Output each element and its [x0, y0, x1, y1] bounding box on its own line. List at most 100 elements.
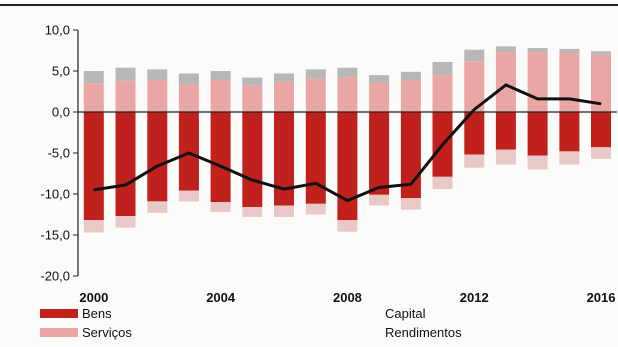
bar-serviços-2010: [400, 80, 421, 112]
balance-point-2006: [283, 188, 285, 190]
bar-bens-2013: [495, 112, 516, 150]
bar-capital-2010: [400, 71, 421, 80]
bar-serviços-2002: [147, 80, 168, 112]
x-tick-label: 2008: [333, 290, 362, 305]
bar-bens-2006: [274, 112, 294, 206]
bar-capital-2003: [178, 73, 199, 85]
bar-capital-2012: [464, 49, 485, 62]
bar-rendimentos-2004: [210, 202, 231, 212]
balance-point-2014: [537, 98, 539, 100]
bar-bens-2002: [147, 112, 168, 202]
y-tick-label: 0,0: [52, 105, 70, 120]
bars-layer: [83, 46, 611, 233]
bar-capital-2014: [527, 48, 548, 53]
balance-point-2008: [346, 200, 348, 202]
balance-point-2012: [473, 108, 475, 111]
bar-capital-2008: [337, 67, 358, 78]
bar-rendimentos-2005: [242, 207, 263, 217]
bar-bens-2014: [527, 112, 548, 156]
legend-label-rendimentos: Rendimentos: [385, 325, 462, 340]
bar-rendimentos-2010: [400, 198, 421, 210]
balance-line-layer: [93, 83, 602, 203]
y-tick-label: 5,0: [52, 64, 70, 79]
bar-capital-2001: [115, 67, 136, 81]
bar-bens-2007: [305, 112, 326, 204]
bar-rendimentos-2001: [115, 216, 136, 228]
bar-rendimentos-2002: [147, 201, 168, 213]
bar-serviços-2007: [305, 78, 326, 112]
bar-bens-2005: [242, 112, 263, 208]
bar-capital-2015: [559, 48, 580, 53]
balance-point-2001: [124, 184, 127, 186]
bar-bens-2000: [83, 112, 104, 221]
y-tick-label: -5,0: [48, 146, 70, 161]
balance-point-2000: [93, 189, 95, 191]
bar-rendimentos-2007: [305, 203, 326, 215]
bar-capital-2016: [591, 51, 611, 55]
bar-bens-2016: [591, 112, 611, 148]
bar-rendimentos-2009: [369, 194, 390, 206]
balance-point-2007: [315, 182, 317, 184]
x-tick-label: 2012: [460, 290, 489, 305]
bar-capital-2002: [147, 69, 168, 81]
bar-capital-2013: [495, 46, 516, 53]
axes-layer: 10,0 5,0 0,0 -5,0 -10,0 -15,0 -20,0 2000 2004 200…: [40, 23, 617, 305]
x-tick-label: 2000: [79, 290, 108, 305]
balance-point-2009: [378, 186, 380, 188]
bar-serviços-2008: [337, 77, 358, 112]
balance-point-2011: [441, 144, 444, 146]
bar-serviços-2000: [83, 83, 104, 112]
bar-serviços-2001: [115, 80, 136, 112]
y-tick-label: -15,0: [40, 228, 70, 243]
bar-rendimentos-2012: [464, 154, 485, 168]
bar-serviços-2015: [559, 53, 580, 112]
x-tick-label: 2016: [587, 290, 616, 305]
balance-point-2002: [156, 165, 158, 167]
bar-rendimentos-2000: [83, 220, 104, 233]
bar-capital-2000: [83, 71, 104, 84]
bar-rendimentos-2006: [274, 205, 294, 217]
balance-point-2013: [505, 84, 507, 86]
bar-bens-2004: [210, 112, 231, 203]
bar-capital-2011: [432, 62, 453, 76]
balance-point-2004: [220, 165, 222, 167]
bar-serviços-2003: [178, 84, 199, 112]
bar-capital-2006: [274, 73, 294, 82]
bar-rendimentos-2013: [495, 149, 516, 165]
bar-rendimentos-2011: [432, 176, 453, 190]
balance-point-2005: [251, 179, 253, 181]
bar-serviços-2011: [432, 75, 453, 112]
bar-serviços-2013: [495, 52, 516, 112]
bar-bens-2015: [559, 112, 580, 152]
y-tick-label: -20,0: [40, 269, 70, 284]
bar-capital-2004: [210, 71, 231, 80]
bar-serviços-2014: [527, 52, 548, 112]
bar-bens-2008: [337, 112, 358, 221]
legend-label-bens: Bens: [82, 306, 112, 321]
bar-rendimentos-2016: [591, 147, 611, 159]
bar-capital-2005: [242, 77, 263, 86]
bar-serviços-2004: [210, 80, 231, 112]
bar-bens-2003: [178, 112, 199, 191]
balance-point-2003: [188, 152, 190, 154]
bar-serviços-2012: [464, 61, 485, 112]
bar-rendimentos-2014: [527, 155, 548, 170]
bar-serviços-2005: [242, 85, 263, 112]
bar-rendimentos-2003: [178, 190, 199, 202]
bar-bens-2012: [464, 112, 485, 155]
bar-capital-2007: [305, 69, 326, 79]
legend-label-capital: Capital: [385, 306, 426, 321]
bar-serviços-2016: [591, 54, 611, 112]
balance-point-2010: [410, 183, 412, 185]
legend-swatch-serviços: [40, 328, 78, 337]
bar-bens-2001: [115, 112, 136, 217]
bar-capital-2009: [369, 75, 390, 83]
legend-swatch-bens: [40, 309, 78, 318]
legend: Bens Serviços Capital Rendimentos: [40, 306, 462, 340]
bar-rendimentos-2008: [337, 220, 358, 232]
top-rule: [0, 4, 618, 6]
bar-serviços-2009: [369, 82, 390, 112]
bar-serviços-2006: [274, 81, 294, 112]
y-tick-label: -10,0: [40, 187, 70, 202]
